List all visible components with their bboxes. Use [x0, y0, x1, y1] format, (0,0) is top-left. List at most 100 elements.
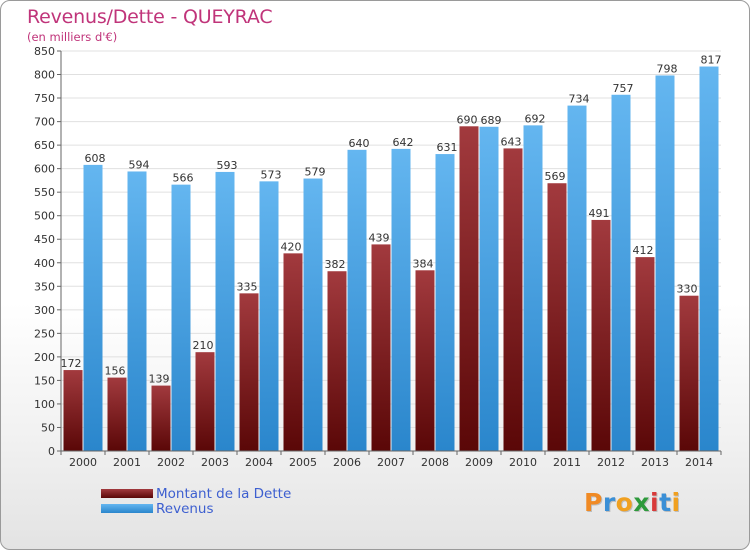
data-label-revenus-2004: 573 — [261, 168, 282, 181]
y-tick-label: 700 — [34, 116, 55, 129]
y-tick-label: 650 — [34, 139, 55, 152]
bar-revenus-2001 — [127, 171, 147, 451]
bar-revenus-2007 — [391, 148, 411, 451]
bar-chart: 172 608 156 594 139 566 210 593 335 573 420 579 382 6… — [34, 45, 722, 469]
x-tick-label-2014: 2014 — [685, 456, 713, 469]
data-label-revenus-2000: 608 — [85, 152, 106, 165]
data-label-revenus-2008: 631 — [437, 141, 458, 154]
x-tick-label-2011: 2011 — [553, 456, 581, 469]
x-tick-label-2004: 2004 — [245, 456, 273, 469]
data-label-revenus-2014: 817 — [701, 54, 722, 67]
data-label-revenus-2010: 692 — [525, 112, 546, 125]
y-tick-label: 300 — [34, 304, 55, 317]
legend-label-revenus: Revenus — [156, 501, 214, 517]
data-label-revenus-2007: 642 — [393, 136, 414, 149]
data-label-dette-2011: 569 — [545, 170, 566, 183]
data-label-revenus-2005: 579 — [305, 166, 326, 179]
data-label-revenus-2002: 566 — [173, 172, 194, 185]
bar-dette-2006 — [327, 271, 347, 451]
y-tick-label: 50 — [41, 421, 55, 434]
bar-dette-2013 — [635, 257, 655, 451]
data-label-dette-2000: 172 — [61, 357, 82, 370]
x-tick-label-2013: 2013 — [641, 456, 669, 469]
logo-letter: P — [584, 488, 603, 517]
x-tick-label-2001: 2001 — [113, 456, 141, 469]
x-tick-label-2005: 2005 — [289, 456, 317, 469]
proxiti-logo: Proxiti — [584, 488, 681, 517]
data-label-revenus-2009: 689 — [481, 114, 502, 127]
y-tick-label: 600 — [34, 163, 55, 176]
bars-layer — [63, 66, 719, 452]
bar-revenus-2011 — [567, 105, 587, 452]
data-label-dette-2010: 643 — [501, 135, 522, 148]
bar-revenus-2012 — [611, 94, 631, 451]
y-tick-label: 850 — [34, 45, 55, 58]
y-tick-label: 550 — [34, 186, 55, 199]
x-tick-label-2012: 2012 — [597, 456, 625, 469]
data-label-dette-2003: 210 — [193, 339, 214, 352]
data-label-dette-2001: 156 — [105, 365, 126, 378]
x-tick-label-2009: 2009 — [465, 456, 493, 469]
x-tick-label-2002: 2002 — [157, 456, 185, 469]
bar-revenus-2004 — [259, 181, 279, 451]
bar-dette-2011 — [547, 183, 567, 451]
x-tick-label-2003: 2003 — [201, 456, 229, 469]
bar-dette-2005 — [283, 253, 303, 451]
bar-revenus-2014 — [699, 66, 719, 451]
bar-revenus-2008 — [435, 154, 455, 451]
legend-swatch-dette — [101, 489, 153, 498]
bar-revenus-2000 — [83, 164, 103, 451]
bar-dette-2014 — [679, 295, 699, 451]
chart-title: Revenus/Dette - QUEYRAC — [27, 6, 273, 28]
logo-letter: x — [633, 488, 650, 517]
logo-letter: i — [650, 488, 660, 517]
chart-subtitle: (en milliers d'€) — [27, 30, 118, 44]
bar-dette-2000 — [63, 370, 83, 451]
y-tick-label: 200 — [34, 351, 55, 364]
bar-revenus-2005 — [303, 178, 323, 451]
labels-layer: 172 608 156 594 139 566 210 593 335 573 420 579 382 6… — [61, 54, 722, 386]
data-label-dette-2006: 382 — [325, 258, 346, 271]
y-tick-label: 150 — [34, 374, 55, 387]
data-label-dette-2005: 420 — [281, 240, 302, 253]
grid-layer — [61, 50, 721, 452]
bar-revenus-2006 — [347, 149, 367, 451]
logo-letter: i — [671, 488, 681, 517]
y-tick-label: 800 — [34, 69, 55, 82]
data-label-dette-2014: 330 — [677, 283, 698, 296]
bar-dette-2007 — [371, 244, 391, 451]
data-label-revenus-2006: 640 — [349, 137, 370, 150]
y-tick-label: 500 — [34, 210, 55, 223]
data-label-dette-2012: 491 — [589, 207, 610, 220]
bar-dette-2009 — [459, 126, 479, 451]
bar-dette-2003 — [195, 352, 215, 451]
legend-label-dette: Montant de la Dette — [156, 486, 292, 502]
y-tick-label: 250 — [34, 327, 55, 340]
bar-revenus-2002 — [171, 184, 191, 451]
data-label-revenus-2001: 594 — [129, 158, 150, 171]
logo-letter: r — [602, 488, 616, 517]
bar-dette-2010 — [503, 148, 523, 452]
axis-layer: 0 50 100 150 200 250 300 350 400 450 500 550 600 650 7… — [34, 45, 722, 469]
bar-revenus-2003 — [215, 171, 235, 452]
logo-letter: t — [659, 488, 672, 517]
data-label-dette-2002: 139 — [149, 373, 170, 386]
logo-letter: o — [615, 488, 634, 517]
x-tick-label-2007: 2007 — [377, 456, 405, 469]
data-label-dette-2007: 439 — [369, 231, 390, 244]
bar-dette-2004 — [239, 293, 259, 451]
y-tick-label: 450 — [34, 233, 55, 246]
data-label-revenus-2013: 798 — [657, 62, 678, 75]
x-tick-label-2000: 2000 — [69, 456, 97, 469]
x-tick-label-2006: 2006 — [333, 456, 361, 469]
y-tick-label: 100 — [34, 398, 55, 411]
data-label-revenus-2011: 734 — [569, 93, 590, 106]
data-label-dette-2008: 384 — [413, 257, 434, 270]
bar-dette-2002 — [151, 385, 171, 451]
bar-dette-2001 — [107, 377, 127, 451]
x-tick-label-2008: 2008 — [421, 456, 449, 469]
data-label-dette-2004: 335 — [237, 280, 258, 293]
bar-revenus-2013 — [655, 75, 675, 452]
y-tick-label: 350 — [34, 280, 55, 293]
y-tick-label: 400 — [34, 257, 55, 270]
